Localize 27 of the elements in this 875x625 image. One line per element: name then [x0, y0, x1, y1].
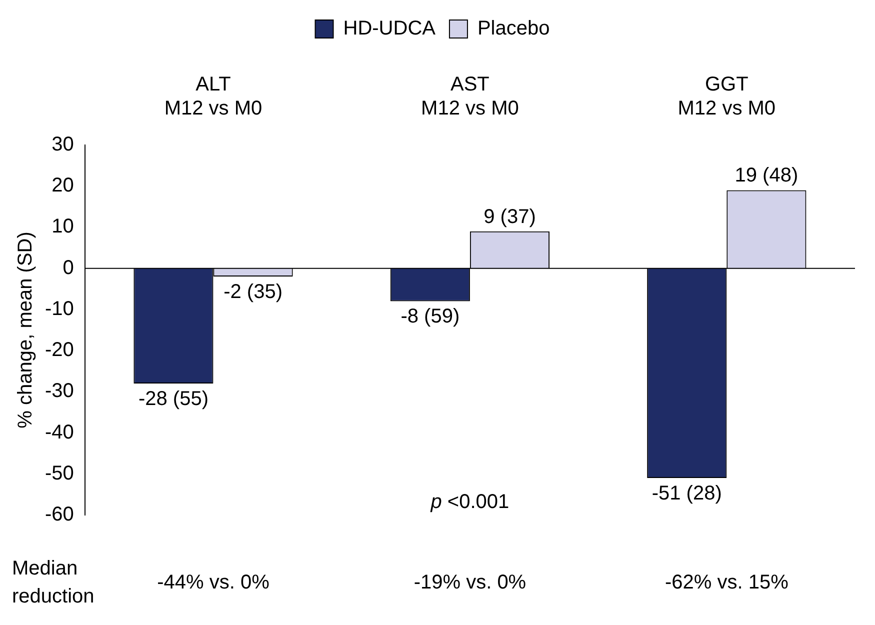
- legend-label: HD-UDCA: [343, 18, 436, 40]
- data-label: 9 (37): [484, 206, 536, 228]
- y-tick-label: -10: [45, 298, 74, 320]
- annotation: p <0.001: [430, 491, 510, 514]
- y-tick-label: 30: [52, 134, 74, 156]
- y-tick-label: -30: [45, 380, 74, 402]
- text: -44% vs. 0%: [157, 572, 270, 594]
- data-label: -2 (35): [224, 281, 282, 304]
- legend-label: Placebo: [477, 18, 550, 40]
- x-tick-label: ALT M12 vs M0: [164, 74, 262, 120]
- data-label: -51 (28): [652, 482, 722, 505]
- y-tick-label: -40: [45, 421, 74, 444]
- x-tick-label: AST M12 vs M0: [421, 74, 519, 120]
- y-axis-title: % change, mean (SD): [14, 232, 37, 428]
- data-label: 19 (48): [734, 164, 798, 187]
- data-label: -28 (55): [138, 388, 208, 410]
- text: Median reduction: [12, 558, 94, 608]
- text: -62% vs. 15%: [664, 572, 789, 594]
- text: -19% vs. 0%: [414, 572, 526, 594]
- y-tick-label: -50: [45, 462, 74, 484]
- x-tick-label: GGT M12 vs M0: [678, 74, 776, 120]
- y-tick-label: 10: [52, 216, 74, 238]
- y-tick-label: 0: [62, 256, 74, 279]
- y-tick-label: -60: [45, 504, 74, 526]
- data-label: -8 (59): [400, 306, 460, 328]
- y-tick-label: 20: [52, 174, 74, 197]
- y-tick-label: -20: [45, 339, 74, 362]
